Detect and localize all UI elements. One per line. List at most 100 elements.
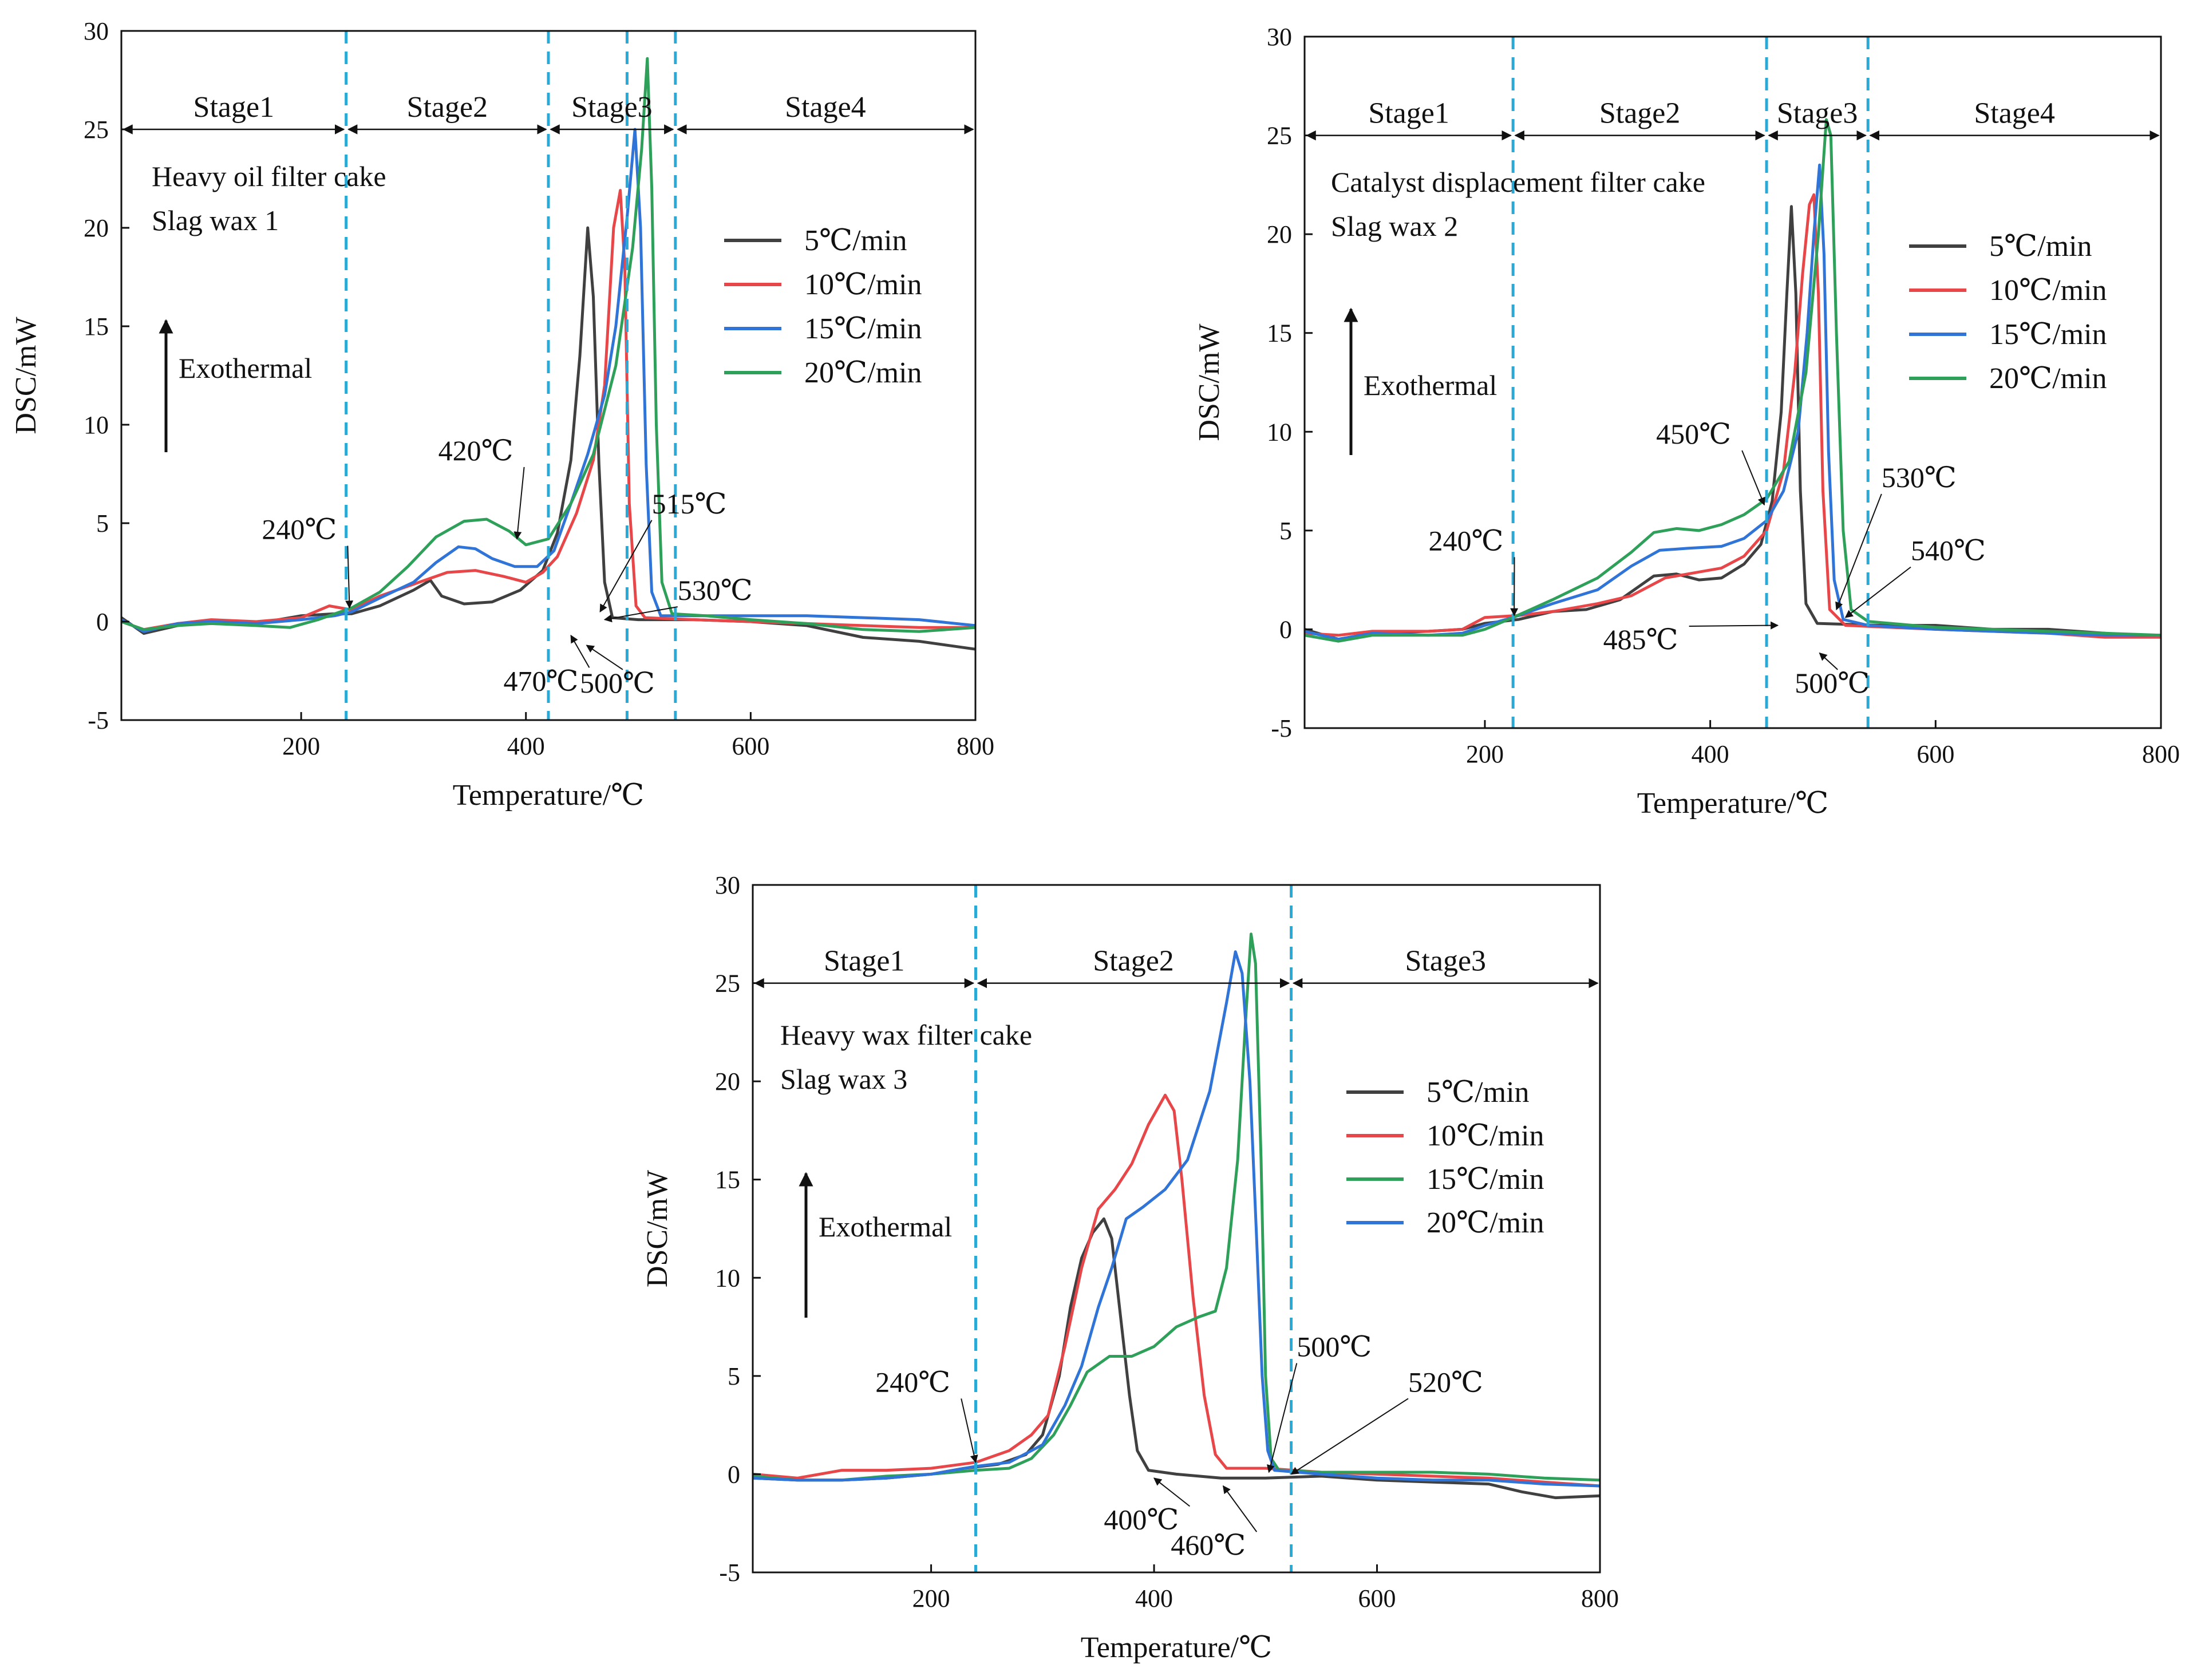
temperature-label: 530℃: [1882, 461, 1957, 493]
y-axis-ticks: -5 0 5 10 15 20 25 30: [1267, 23, 1313, 742]
stage-label: Stage1: [1368, 97, 1449, 130]
stage-lines: [345, 31, 677, 720]
temperature-label: 470℃: [503, 665, 578, 697]
x-tick-label: 600: [1917, 740, 1954, 768]
y-tick-label: -5: [1271, 714, 1292, 742]
legend-entry: 20℃/min: [1427, 1207, 1544, 1239]
annotation-arrow: [570, 634, 590, 668]
annotation-arrow: [513, 467, 525, 540]
legend-entry: 20℃/min: [1989, 362, 2107, 395]
y-tick-label: 5: [96, 509, 109, 537]
y-tick-label: 0: [96, 608, 109, 636]
x-tick-label: 600: [732, 732, 769, 760]
x-tick-label: 400: [1135, 1584, 1173, 1612]
temperature-label: 240℃: [875, 1366, 950, 1398]
panel-heavy-wax-filter-cake: 200 400 600 800 -5 0 5 10 15 20 25 30 Stage1 Stage2…: [641, 871, 1619, 1664]
stage-lines: [1511, 37, 1870, 728]
x-tick-label: 200: [1466, 740, 1504, 768]
y-tick-label: 10: [84, 411, 109, 439]
legend: 5℃/min 10℃/min 15℃/min 20℃/min: [1346, 1076, 1544, 1239]
stage-label: Stage3: [571, 91, 653, 124]
y-tick-label: 5: [728, 1362, 740, 1390]
y-tick-label: 25: [84, 116, 109, 144]
annotation-arrow: [961, 1398, 978, 1464]
sample-title-line1: Heavy oil filter cake: [152, 160, 386, 192]
temperature-label: 500℃: [1297, 1331, 1372, 1363]
y-tick-label: 15: [1267, 319, 1292, 347]
annotation-arrow: [1266, 1363, 1298, 1473]
legend-entry: 5℃/min: [1427, 1076, 1530, 1109]
temperature-label: 515℃: [652, 488, 727, 520]
x-axis-ticks: 200 400 600 800: [1466, 720, 2180, 768]
x-tick-label: 400: [1692, 740, 1729, 768]
temperature-label: 500℃: [1795, 667, 1870, 699]
legend-entry: 15℃/min: [804, 313, 922, 345]
temperature-label: 485℃: [1603, 623, 1678, 655]
y-tick-label: 10: [1267, 418, 1292, 446]
temperature-label: 240℃: [1429, 524, 1504, 556]
series-line-1: [121, 189, 975, 631]
x-tick-label: 400: [507, 732, 545, 760]
y-tick-label: 0: [728, 1460, 740, 1488]
legend-entry: 20℃/min: [804, 357, 922, 389]
exothermal-label: Exothermal: [1364, 369, 1497, 401]
temperature-label: 530℃: [678, 574, 753, 606]
temperature-label: 520℃: [1408, 1366, 1483, 1398]
panel-catalyst-displacement-filter-cake: 200 400 600 800 -5 0 5 10 15 20 25 30 Stage1 Stage2…: [1193, 23, 2180, 820]
temperature-label: 450℃: [1656, 418, 1731, 450]
annotation-arrow: [1835, 493, 1882, 611]
x-tick-label: 200: [912, 1584, 950, 1612]
y-tick-label: 10: [715, 1264, 740, 1292]
x-axis-label: Temperature/℃: [453, 779, 645, 812]
series-line-3: [1304, 118, 2162, 643]
y-tick-label: 5: [1279, 517, 1292, 545]
stage-label: Stage3: [1777, 97, 1858, 130]
temperature-label: 400℃: [1104, 1504, 1179, 1536]
x-tick-label: 800: [1581, 1584, 1619, 1612]
temperature-label: 540℃: [1911, 535, 1986, 567]
legend-entry: 15℃/min: [1427, 1163, 1544, 1196]
legend-entry: 10℃/min: [804, 268, 922, 301]
series-line-0: [752, 1217, 1601, 1500]
exothermal-label: Exothermal: [179, 352, 312, 384]
y-axis-label: DSC/mW: [641, 1170, 674, 1287]
x-axis-label: Temperature/℃: [1081, 1631, 1273, 1664]
annotation-arrow: [599, 520, 653, 613]
legend-entry: 15℃/min: [1989, 318, 2107, 351]
series-line-3: [121, 57, 976, 633]
y-tick-label: 15: [715, 1166, 740, 1194]
stage-labels: Stage1 Stage2 Stage3 Stage4: [123, 91, 974, 135]
stage-label: Stage4: [1974, 97, 2055, 130]
series-line-2: [1304, 163, 2161, 641]
annotation-arrow: [603, 606, 678, 623]
temperature-label: 240℃: [262, 513, 337, 545]
sample-title-line2: Slag wax 2: [1331, 210, 1458, 242]
annotation-arrow: [1290, 1398, 1409, 1475]
plot-frame: [752, 884, 1601, 1574]
stage-label: Stage2: [1093, 945, 1174, 978]
y-tick-label: 25: [715, 970, 740, 998]
stage-label: Stage2: [1599, 97, 1681, 130]
stage-labels: Stage1 Stage2 Stage3: [754, 945, 1599, 989]
series-layer: [1304, 118, 2162, 643]
annotation-arrow: [1844, 566, 1911, 618]
sample-title-line1: Catalyst displacement filter cake: [1331, 166, 1705, 198]
stage-label: Stage1: [193, 91, 275, 124]
annotation-arrow: [1153, 1477, 1191, 1507]
legend-entry: 5℃/min: [1989, 230, 2092, 263]
y-tick-label: 30: [715, 871, 740, 899]
y-tick-label: 30: [84, 17, 109, 45]
annotation-arrow: [1819, 652, 1838, 670]
stage-label: Stage2: [407, 91, 488, 124]
y-tick-label: 20: [1267, 220, 1292, 248]
stage-label: Stage4: [785, 91, 866, 124]
stage-label: Stage3: [1405, 945, 1487, 978]
x-tick-label: 800: [2142, 740, 2180, 768]
y-tick-label: 30: [1267, 23, 1292, 51]
annotation-arrow: [1741, 450, 1765, 506]
temperature-label: 460℃: [1171, 1529, 1246, 1561]
y-tick-label: 25: [1267, 122, 1292, 150]
y-axis-ticks: -5 0 5 10 15 20 25 30: [84, 17, 129, 734]
